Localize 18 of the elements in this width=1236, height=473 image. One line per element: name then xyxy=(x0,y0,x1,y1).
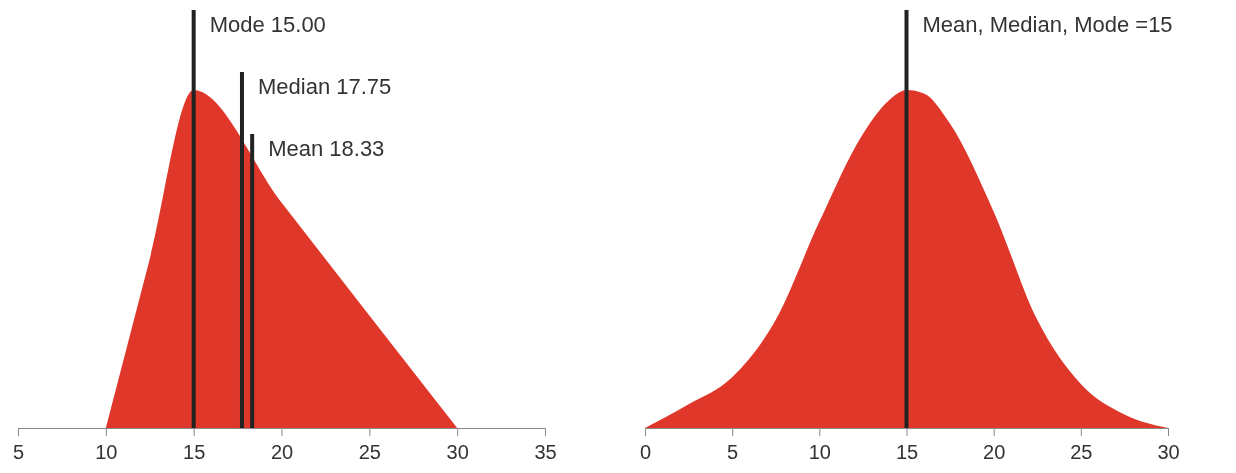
x-tick-label: 20 xyxy=(270,441,294,463)
x-tick-label: 15 xyxy=(895,441,919,463)
x-tick-label: 0 xyxy=(639,441,652,463)
ref-line-label: Mode 15.00 xyxy=(209,12,326,37)
x-tick-label: 25 xyxy=(358,441,381,463)
x-tick-label: 5 xyxy=(727,441,739,463)
x-tick-label: 30 xyxy=(446,441,469,463)
x-tick-label: 5 xyxy=(12,441,25,463)
ref-line-label: Median 17.75 xyxy=(257,74,392,99)
x-tick-label: 20 xyxy=(983,441,1006,463)
x-tick-label: 35 xyxy=(534,441,557,463)
x-tick-label: 10 xyxy=(95,441,118,463)
x-tick-label: 30 xyxy=(1157,441,1180,463)
x-tick-label: 15 xyxy=(183,441,206,463)
x-tick-label: 25 xyxy=(1070,441,1093,463)
ref-line-label: Mean 18.33 xyxy=(268,136,385,161)
x-tick-label: 10 xyxy=(808,441,831,463)
ref-line-label: Mean, Median, Mode =15 xyxy=(922,12,1173,37)
